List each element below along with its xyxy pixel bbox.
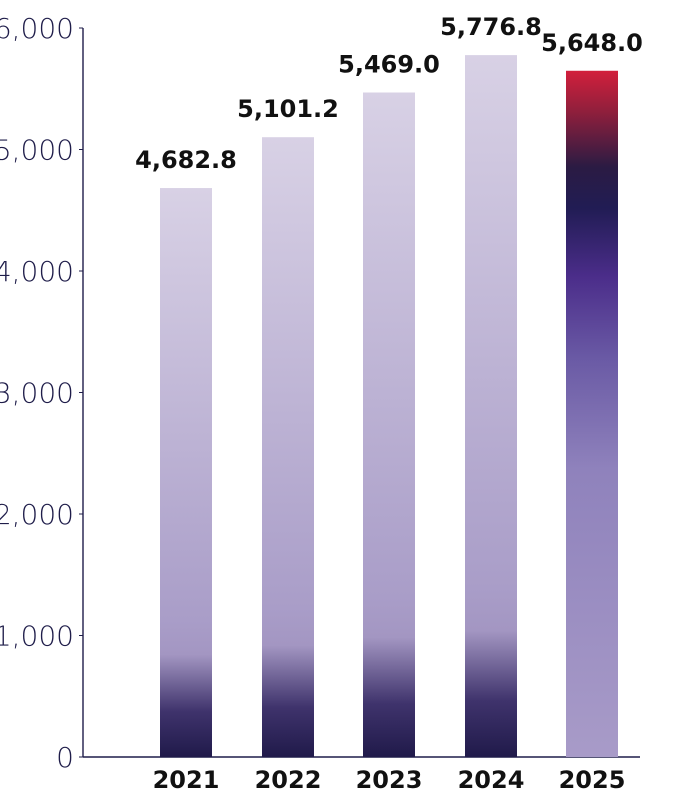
data-label-2023: 5,469.0 bbox=[338, 51, 440, 79]
bar-2022 bbox=[262, 137, 314, 757]
y-axis-tick-label: 6,000 bbox=[0, 12, 74, 45]
x-axis-tick-label: 2024 bbox=[458, 766, 525, 794]
bars-group bbox=[160, 55, 618, 758]
x-axis-tick-label: 2025 bbox=[559, 766, 626, 794]
data-label-2022: 5,101.2 bbox=[237, 95, 339, 123]
x-axis-tick-label: 2022 bbox=[255, 766, 322, 794]
bar-2023 bbox=[363, 92, 415, 758]
data-label-2025: 5,648.0 bbox=[541, 29, 643, 57]
y-axis-tick-label: 3,000 bbox=[0, 377, 74, 410]
y-axis-ticks: 0 1,000 2,000 3,000 4,000 5,000 6,000 bbox=[0, 12, 83, 774]
data-label-2021: 4,682.8 bbox=[135, 146, 237, 174]
x-axis-tick-label: 2021 bbox=[153, 766, 220, 794]
y-axis-tick-label: 4,000 bbox=[0, 255, 74, 288]
bar-2024 bbox=[465, 55, 517, 758]
y-axis-tick-label: 1,000 bbox=[0, 620, 74, 653]
y-axis-tick-label: 5,000 bbox=[0, 134, 74, 167]
bar-2025 bbox=[566, 70, 618, 757]
data-labels-group: 4,682.85,101.2 5,469.05,776.85,648.0 bbox=[135, 13, 643, 174]
y-axis-tick-label: 2,000 bbox=[0, 498, 74, 531]
x-axis-ticks: 2021 2022 2023 2024 2025 bbox=[153, 766, 626, 794]
bar-2021 bbox=[160, 188, 212, 757]
y-axis-tick-label: 0 bbox=[56, 741, 74, 774]
data-label-2024: 5,776.8 bbox=[440, 13, 542, 41]
x-axis-tick-label: 2023 bbox=[356, 766, 423, 794]
